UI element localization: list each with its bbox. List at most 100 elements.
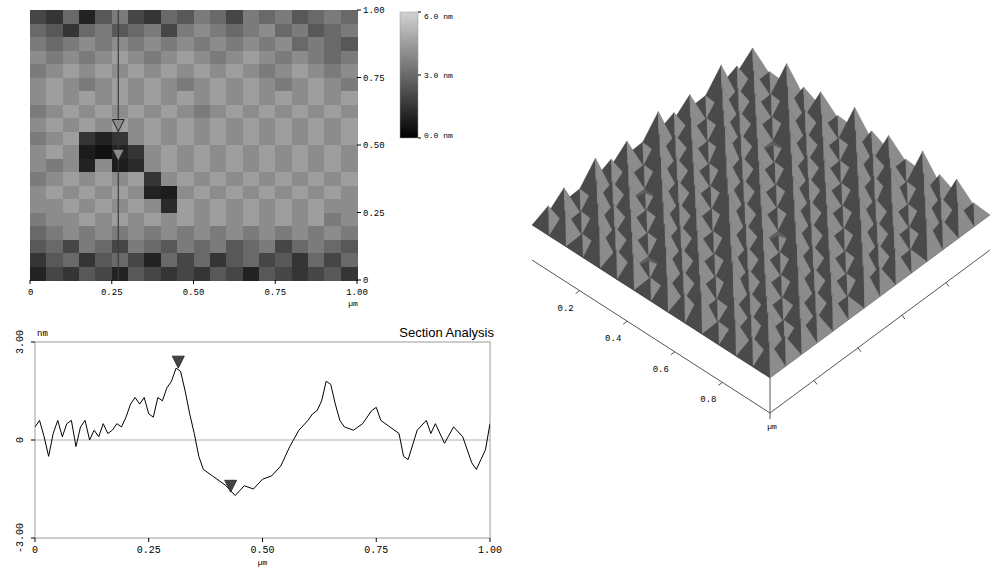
map-cell — [292, 10, 309, 24]
map-cell — [63, 199, 80, 213]
map-cell — [243, 64, 260, 78]
map-cell — [210, 186, 227, 200]
map-cell — [46, 226, 63, 240]
map-cell — [161, 132, 178, 146]
map-cell — [243, 213, 260, 227]
map-cell — [243, 253, 260, 267]
section-cursor — [112, 149, 124, 161]
map-cell — [128, 105, 145, 119]
map-cell — [275, 37, 292, 51]
map-cell — [30, 78, 47, 92]
map-cell — [194, 159, 211, 173]
map-cell — [210, 132, 227, 146]
y-tick — [946, 283, 949, 287]
map-cell — [226, 118, 243, 132]
map-cell — [46, 186, 63, 200]
map-cell — [144, 64, 161, 78]
map-cell — [161, 24, 178, 38]
x-tick — [111, 280, 112, 284]
map-cell — [341, 118, 358, 132]
map-cell — [243, 37, 260, 51]
map-cell — [63, 213, 80, 227]
map-cell — [194, 145, 211, 159]
map-cell — [144, 78, 161, 92]
map-cell — [144, 213, 161, 227]
map-cell — [243, 91, 260, 105]
map-cell — [161, 213, 178, 227]
map-cell — [292, 199, 309, 213]
map-cell — [177, 159, 194, 173]
map-cell — [324, 51, 341, 65]
map-cell — [95, 253, 112, 267]
map-cell — [275, 213, 292, 227]
spike-face — [702, 321, 719, 345]
map-cell — [144, 10, 161, 24]
map-cell — [128, 226, 145, 240]
map-cell — [144, 240, 161, 254]
map-cell — [177, 132, 194, 146]
map-cell — [112, 213, 129, 227]
map-cell — [79, 78, 96, 92]
map-cell — [112, 186, 129, 200]
axis-line — [532, 250, 990, 413]
map-cell — [210, 172, 227, 186]
map-cell — [341, 51, 358, 65]
y-tick-label: 1.00 — [363, 6, 385, 16]
map-cell — [259, 24, 276, 38]
map-cell — [95, 51, 112, 65]
section-cursor — [225, 480, 237, 492]
spike-face — [832, 295, 848, 332]
map-cell — [259, 213, 276, 227]
map-cell — [308, 186, 325, 200]
map-cell — [161, 105, 178, 119]
map-cell — [292, 51, 309, 65]
map-cell — [243, 132, 260, 146]
map-cell — [324, 145, 341, 159]
map-cell — [275, 132, 292, 146]
y-tick — [357, 10, 361, 11]
map-cell — [324, 78, 341, 92]
colorbar-tick — [418, 12, 421, 13]
map-cell — [177, 199, 194, 213]
y-tick-label: 0 — [363, 276, 368, 286]
map-cell — [128, 267, 145, 281]
map-cell — [210, 24, 227, 38]
map-cell — [161, 118, 178, 132]
map-cell — [243, 145, 260, 159]
map-cell — [194, 51, 211, 65]
map-cell — [226, 51, 243, 65]
map-cell — [259, 132, 276, 146]
map-cell — [144, 51, 161, 65]
map-cell — [275, 10, 292, 24]
map-cell — [341, 91, 358, 105]
spike-face — [532, 206, 549, 236]
map-cell — [194, 64, 211, 78]
y-tick — [902, 315, 905, 319]
map-cell — [177, 145, 194, 159]
map-cell — [308, 226, 325, 240]
map-cell — [341, 132, 358, 146]
map-cell — [128, 240, 145, 254]
map-cell — [112, 159, 129, 173]
map-cell — [30, 64, 47, 78]
map-cell — [177, 240, 194, 254]
spike-face — [719, 320, 736, 357]
map-cell — [324, 186, 341, 200]
map-cell — [161, 159, 178, 173]
y-tick — [858, 348, 861, 352]
map-cell — [194, 213, 211, 227]
map-cell — [46, 10, 63, 24]
map-cell — [46, 78, 63, 92]
map-cell — [161, 145, 178, 159]
map-cell — [144, 118, 161, 132]
map-cell — [95, 213, 112, 227]
map-cell — [128, 132, 145, 146]
map-cell — [226, 91, 243, 105]
x-tick — [671, 352, 675, 355]
y-tick — [31, 538, 35, 539]
map-cell — [161, 51, 178, 65]
map-cell — [341, 24, 358, 38]
section-cursor — [112, 120, 124, 132]
map-cell — [259, 51, 276, 65]
map-cell — [144, 145, 161, 159]
